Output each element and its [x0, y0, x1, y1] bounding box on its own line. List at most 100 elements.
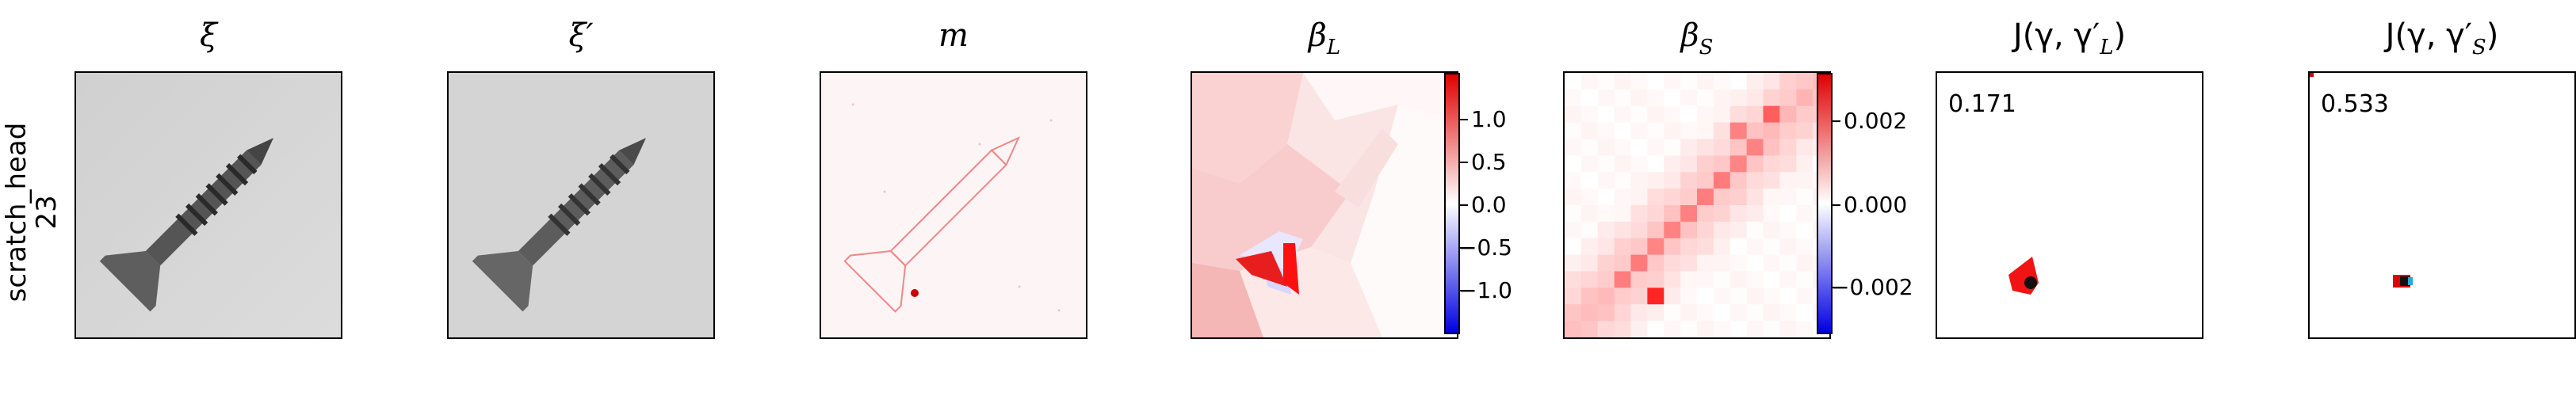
- j-s-overlap-mask: [2310, 73, 2413, 287]
- heatmap-cell: [1597, 139, 1615, 156]
- cbar-s-tickmark: [1833, 287, 1840, 288]
- heatmap-cell: [1614, 89, 1631, 107]
- heatmap-cell: [1796, 172, 1814, 189]
- heatmap-cell: [1796, 105, 1814, 124]
- heatmap-cell: [1713, 188, 1731, 206]
- panel-beta-l-map: [1191, 71, 1458, 339]
- heatmap-cell: [1779, 205, 1797, 223]
- heatmap-cell: [1680, 155, 1698, 173]
- heatmap-cell: [1664, 188, 1681, 206]
- beta-s-sub: S: [1699, 36, 1714, 59]
- title-xi-prime: ξ′: [568, 17, 594, 54]
- heatmap-cell: [1680, 89, 1698, 107]
- heatmap-cell: [1614, 205, 1631, 223]
- heatmap-cell: [1697, 188, 1714, 206]
- heatmap-cell: [1680, 139, 1698, 156]
- heatmap-cell: [1630, 172, 1648, 189]
- heatmap-cell: [1597, 287, 1615, 305]
- heatmap-cell: [1713, 221, 1731, 239]
- heatmap-cell: [1763, 321, 1780, 337]
- cbar-l-tick: −1.0: [1458, 277, 1512, 303]
- heatmap-cell: [1779, 221, 1797, 239]
- heatmap-cell: [1713, 205, 1731, 223]
- heatmap-cell: [1597, 122, 1615, 139]
- heatmap-cell: [1680, 122, 1698, 139]
- beta-l-sub: L: [1326, 36, 1341, 59]
- heatmap-cell: [1729, 172, 1748, 189]
- heatmap-cell: [1647, 89, 1664, 107]
- heatmap-cell: [1580, 287, 1599, 305]
- heatmap-cell: [1697, 221, 1714, 239]
- heatmap-cell: [1796, 139, 1814, 156]
- heatmap-cell: [1713, 122, 1731, 139]
- heatmap-cell: [1580, 321, 1599, 337]
- heatmap-cell: [1565, 287, 1582, 305]
- heatmap-cell: [1680, 221, 1698, 239]
- heatmap-cell: [1796, 205, 1814, 223]
- heatmap-cell: [1796, 287, 1814, 305]
- panel-xi-image: [75, 71, 342, 339]
- heatmap-cell: [1763, 304, 1780, 322]
- heatmap-cell: [1664, 139, 1681, 156]
- heatmap-cell: [1580, 205, 1599, 223]
- heatmap-cell: [1565, 188, 1582, 206]
- cbar-l-tickmark: [1460, 290, 1468, 291]
- heatmap-cell: [1647, 321, 1664, 337]
- heatmap-cell: [1614, 139, 1631, 156]
- heatmap-cell: [1630, 122, 1648, 139]
- heatmap-cell: [1597, 188, 1615, 206]
- heatmap-cell: [1647, 254, 1664, 272]
- heatmap-cell: [1779, 155, 1797, 173]
- heatmap-cell: [1580, 122, 1599, 139]
- heatmap-cell: [1713, 254, 1731, 272]
- heatmap-cell: [1729, 139, 1748, 156]
- heatmap-cell: [1763, 172, 1780, 189]
- heatmap-cell: [1630, 254, 1648, 272]
- heatmap-cell: [1697, 254, 1714, 272]
- heatmap-cell: [1647, 73, 1664, 90]
- heatmap-cell: [1597, 221, 1615, 239]
- heatmap-cell: [1746, 254, 1764, 272]
- heatmap-cell: [1647, 271, 1664, 288]
- heatmap-cell: [1763, 73, 1780, 90]
- panel-j-l: 0.171: [1936, 71, 2203, 339]
- cbar-l-tick: 0.5: [1471, 149, 1507, 175]
- heatmap-cell: [1680, 172, 1698, 189]
- heatmap-cell: [1763, 271, 1780, 288]
- row-label-index: 23: [31, 195, 63, 230]
- heatmap-cell: [1796, 321, 1814, 337]
- heatmap-cell: [1664, 105, 1681, 124]
- heatmap-cell: [1664, 271, 1681, 288]
- beta-s-main: β: [1680, 17, 1699, 54]
- heatmap-cell: [1746, 105, 1764, 124]
- title-beta-l: βL: [1191, 17, 1458, 59]
- heatmap-cell: [1630, 221, 1648, 239]
- title-j-l: J(γ, γ′L): [1936, 17, 2203, 59]
- panel-j-s: 0.533: [2308, 71, 2576, 339]
- heatmap-cell: [1597, 304, 1615, 322]
- heatmap-cell: [1697, 271, 1714, 288]
- colorbar-beta-s: [1817, 73, 1833, 334]
- heatmap-cell: [1614, 287, 1631, 305]
- heatmap-cell: [1729, 73, 1748, 90]
- heatmap-cell: [1779, 89, 1797, 107]
- heatmap-cell: [1746, 155, 1764, 173]
- heatmap-cell: [1746, 205, 1764, 223]
- heatmap-cell: [1746, 321, 1764, 337]
- heatmap-cell: [1763, 122, 1780, 139]
- heatmap-cell: [1664, 221, 1681, 239]
- heatmap-cell: [1763, 205, 1780, 223]
- heatmap-cell: [1680, 188, 1698, 206]
- title-m: m: [938, 17, 969, 54]
- heatmap-cell: [1680, 73, 1698, 90]
- heatmap-cell: [1763, 221, 1780, 239]
- heatmap-cell: [1664, 122, 1681, 139]
- heatmap-cell: [1680, 287, 1698, 305]
- heatmap-cell: [1746, 287, 1764, 305]
- heatmap-cell: [1630, 205, 1648, 223]
- heatmap-cell: [1565, 271, 1582, 288]
- difference-map: [821, 73, 1086, 337]
- heatmap-cell: [1763, 188, 1780, 206]
- heatmap-cell: [1697, 122, 1714, 139]
- heatmap-cell: [1697, 172, 1714, 189]
